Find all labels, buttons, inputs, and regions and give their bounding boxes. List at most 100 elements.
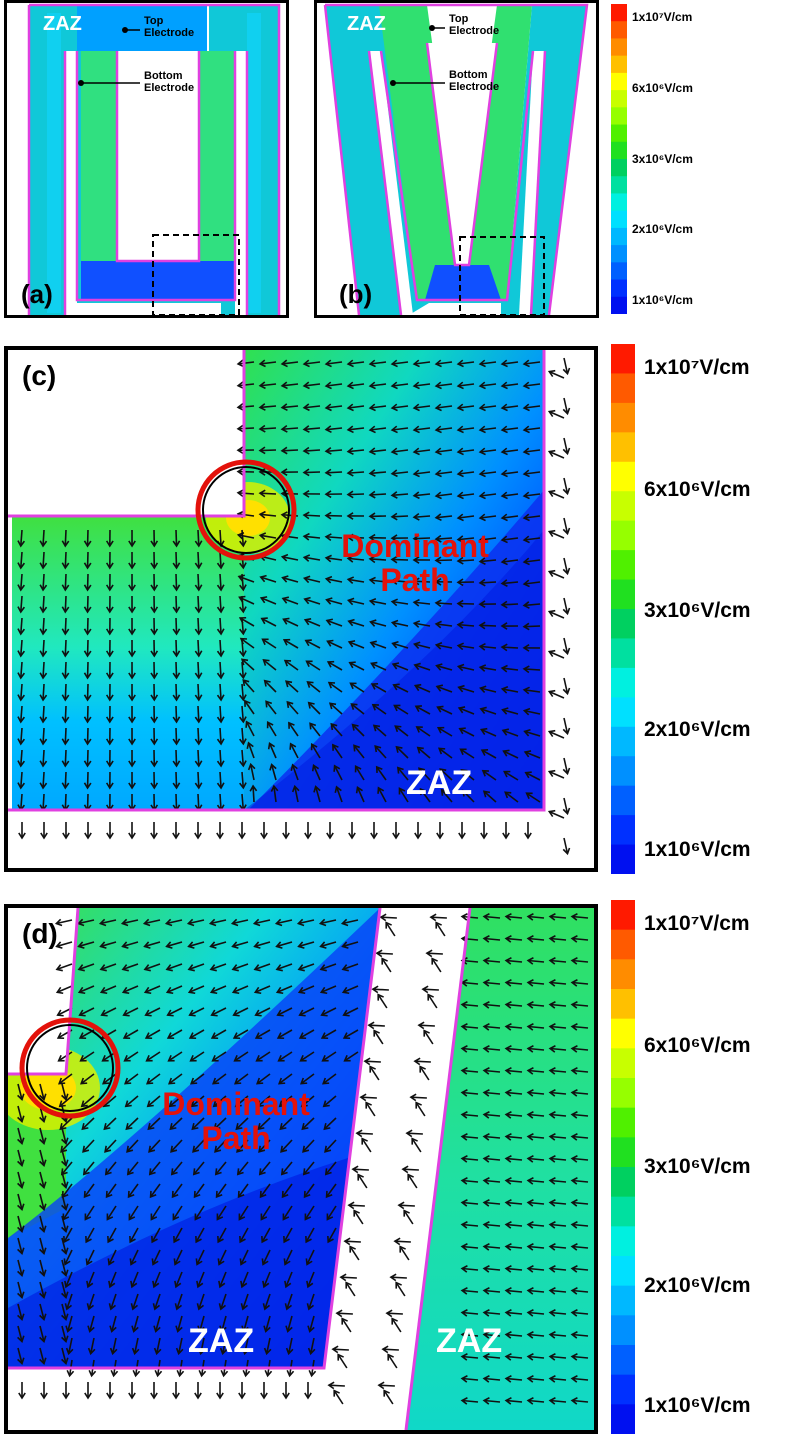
field-arrow-head xyxy=(460,1221,468,1229)
field-arrow xyxy=(237,491,255,495)
field-arrow-head xyxy=(304,1213,312,1221)
field-arrow-head xyxy=(239,782,247,790)
field-arrow xyxy=(189,1007,205,1016)
field-arrow xyxy=(505,1003,523,1007)
field-arrow xyxy=(505,1113,523,1117)
field-arrow xyxy=(481,749,497,759)
field-arrow-head xyxy=(166,1009,174,1017)
field-arrow-head xyxy=(192,1168,200,1176)
field-arrow-head xyxy=(78,1032,87,1040)
field-arrow xyxy=(436,664,453,671)
field-arrow-head xyxy=(457,706,466,714)
field-arrow-head xyxy=(327,1235,334,1244)
field-arrow xyxy=(237,1161,249,1175)
field-arrow xyxy=(398,1204,415,1207)
field-arrow xyxy=(42,529,45,547)
field-arrow xyxy=(436,515,453,519)
field-arrow xyxy=(549,1399,567,1403)
colorbar-step xyxy=(611,1196,635,1227)
field-arrow-head xyxy=(194,650,203,658)
field-arrow xyxy=(394,704,409,715)
field-arrow xyxy=(17,1149,23,1166)
field-arrow-head xyxy=(176,1370,185,1378)
panel-d: (d) Dominant Path ZAZ ZAZ xyxy=(4,904,598,1434)
field-arrow-head xyxy=(460,1375,468,1383)
field-arrow-head xyxy=(547,689,556,698)
field-arrow xyxy=(480,515,497,519)
field-arrow xyxy=(325,1183,337,1198)
field-arrow-head xyxy=(39,606,48,614)
field-arrow xyxy=(298,941,315,948)
field-arrow-head xyxy=(83,716,92,724)
colorbar-step xyxy=(611,520,635,551)
field-arrow xyxy=(282,556,299,561)
bottom-electrode-outer xyxy=(75,51,237,302)
field-arrow-head xyxy=(436,832,444,840)
field-arrow xyxy=(353,744,365,759)
field-arrow-head xyxy=(419,787,427,796)
field-arrow xyxy=(461,1245,479,1249)
field-arrow-head xyxy=(17,1203,25,1211)
bottom-electrode-outer xyxy=(379,50,535,302)
field-arrow-head xyxy=(194,562,203,570)
field-arrow-head xyxy=(526,1089,534,1097)
field-arrow-head xyxy=(153,1325,161,1333)
field-arrow xyxy=(282,383,299,387)
field-arrow xyxy=(527,1047,545,1051)
panel-a-bottom-electrode-label: Bottom Electrode xyxy=(144,70,195,95)
field-arrow-head xyxy=(255,1077,264,1085)
field-arrow-head xyxy=(562,687,571,696)
field-arrow xyxy=(241,661,245,679)
field-arrow xyxy=(173,1227,183,1243)
field-arrow-head xyxy=(354,765,362,773)
field-arrow-head xyxy=(478,557,486,565)
field-arrow-head xyxy=(150,1213,158,1221)
field-arrow-head xyxy=(165,964,173,972)
field-arrow-head xyxy=(281,575,289,583)
field-arrow xyxy=(392,600,409,605)
field-arrow-head xyxy=(192,1145,200,1153)
field-arrow-head xyxy=(482,1309,490,1317)
field-arrow xyxy=(524,449,541,453)
field-arrow xyxy=(245,721,255,737)
field-arrow xyxy=(415,1102,426,1117)
field-arrow-head xyxy=(263,679,271,687)
field-arrow-head xyxy=(77,986,86,995)
field-arrow xyxy=(235,1117,249,1130)
field-arrow xyxy=(19,639,23,657)
field-arrow xyxy=(325,449,343,453)
colorbar-step xyxy=(611,461,635,492)
field-arrow-head xyxy=(375,949,383,958)
field-arrow-head xyxy=(478,664,487,672)
field-arrow-head xyxy=(172,694,181,702)
field-arrow-head xyxy=(320,1009,328,1017)
field-arrow-head xyxy=(458,832,466,840)
field-arrow-head xyxy=(346,533,354,542)
field-arrow-head xyxy=(500,491,508,500)
field-arrow-head xyxy=(232,1032,241,1040)
field-arrow xyxy=(505,1157,523,1161)
field-arrow-head xyxy=(504,957,512,965)
field-arrow xyxy=(264,1293,271,1310)
bottom-void xyxy=(8,810,594,868)
field-arrow xyxy=(218,1249,227,1265)
field-arrow-head xyxy=(456,447,464,456)
field-arrow-head xyxy=(154,1370,163,1378)
field-arrow-head xyxy=(99,941,107,949)
field-arrow-head xyxy=(236,467,244,476)
panel-b-label: (b) xyxy=(339,279,373,309)
field-arrow xyxy=(505,1245,523,1249)
field-arrow xyxy=(348,405,365,409)
field-arrow-head xyxy=(368,490,376,499)
field-arrow xyxy=(371,662,387,671)
field-arrow xyxy=(260,534,277,539)
panel-d-zaz-left-label: ZAZ xyxy=(188,1322,255,1360)
field-arrow-head xyxy=(61,1137,69,1145)
field-arrow xyxy=(303,1183,315,1198)
field-arrow xyxy=(193,1161,205,1175)
field-arrow-head xyxy=(526,1287,534,1295)
field-arrow-head xyxy=(56,1009,64,1017)
field-arrow-head xyxy=(39,1313,47,1321)
inner-electrode-gap xyxy=(117,51,199,261)
field-arrow-head xyxy=(62,1392,70,1400)
